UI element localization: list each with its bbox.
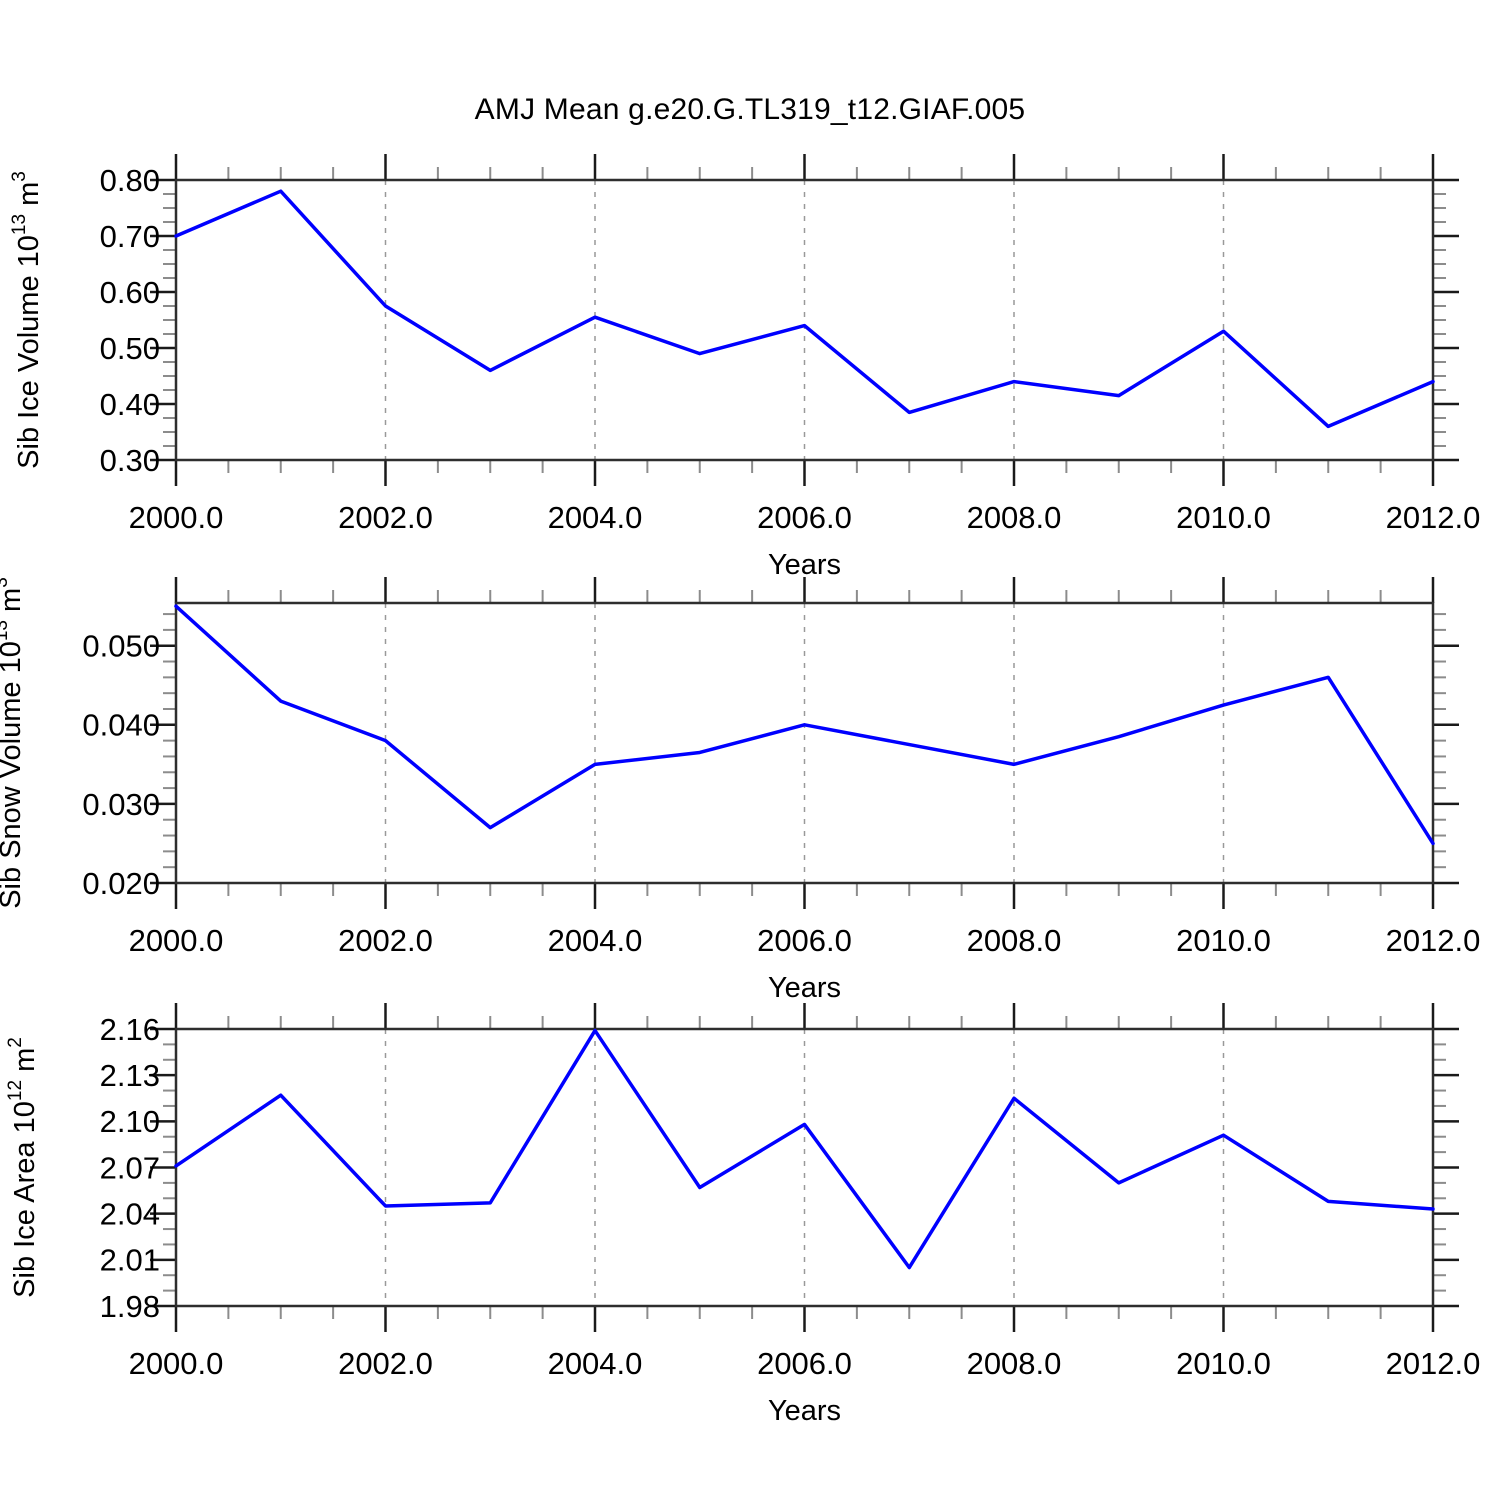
data-line bbox=[174, 189, 1435, 429]
y-tick-label: 0.050 bbox=[82, 629, 160, 664]
y-tick-label: 2.04 bbox=[100, 1197, 160, 1232]
x-tick-label: 2004.0 bbox=[548, 923, 643, 958]
y-tick-label: 0.80 bbox=[100, 163, 160, 198]
x-tick-label: 2006.0 bbox=[757, 923, 852, 958]
x-tick-label: 2010.0 bbox=[1176, 500, 1271, 535]
x-tick-label: 2002.0 bbox=[338, 500, 433, 535]
x-tick-label: 2012.0 bbox=[1386, 500, 1481, 535]
x-tick-label: 2004.0 bbox=[548, 1346, 643, 1381]
x-axis-title: Years bbox=[768, 1395, 841, 1427]
plot-frame bbox=[174, 178, 1435, 462]
plot-frame bbox=[174, 601, 1435, 885]
y-axis-title: Sib Ice Area 1012 m2 bbox=[5, 1037, 41, 1298]
y-tick-label: 2.16 bbox=[100, 1012, 160, 1047]
y-tick-label: 0.040 bbox=[82, 708, 160, 743]
x-tick-label: 2006.0 bbox=[757, 1346, 852, 1381]
y-tick-label: 0.030 bbox=[82, 787, 160, 822]
y-tick-label: 0.70 bbox=[100, 219, 160, 254]
x-tick-label: 2012.0 bbox=[1386, 1346, 1481, 1381]
x-tick-label: 2012.0 bbox=[1386, 923, 1481, 958]
y-tick-label: 2.07 bbox=[100, 1150, 160, 1185]
x-tick-label: 2004.0 bbox=[548, 500, 643, 535]
y-tick-label: 0.40 bbox=[100, 387, 160, 422]
chart-panel-3: 2000.0 2002.0 2004.0 2006.0 2008.0 2010.0 2012… bbox=[5, 1003, 1480, 1427]
x-tick-label: 2008.0 bbox=[967, 1346, 1062, 1381]
y-tick-label: 0.020 bbox=[82, 866, 160, 901]
y-tick-label: 2.01 bbox=[100, 1243, 160, 1278]
x-tick-label: 2006.0 bbox=[757, 500, 852, 535]
x-tick-label: 2010.0 bbox=[1176, 1346, 1271, 1381]
x-axis-title: Years bbox=[768, 549, 841, 581]
y-tick-label: 2.10 bbox=[100, 1104, 160, 1139]
y-axis-title: Sib Snow Volume 1013 m3 bbox=[0, 577, 27, 909]
x-tick-label: 2000.0 bbox=[129, 1346, 224, 1381]
plot-frame bbox=[174, 1027, 1435, 1308]
x-tick-label: 2002.0 bbox=[338, 1346, 433, 1381]
x-tick-label: 2010.0 bbox=[1176, 923, 1271, 958]
x-tick-label: 2008.0 bbox=[967, 500, 1062, 535]
x-tick-label: 2002.0 bbox=[338, 923, 433, 958]
x-tick-label: 2008.0 bbox=[967, 923, 1062, 958]
plot-title: AMJ Mean g.e20.G.TL319_t12.GIAF.005 bbox=[474, 93, 1026, 126]
y-axis-title: Sib Ice Volume 1013 m3 bbox=[9, 171, 45, 469]
chart-panel-2: 2000.0 2002.0 2004.0 2006.0 2008.0 2010.0 2012… bbox=[0, 577, 1480, 1004]
x-axis-title: Years bbox=[768, 972, 841, 1004]
y-tick-label: 0.50 bbox=[100, 331, 160, 366]
data-line bbox=[174, 604, 1435, 846]
y-tick-label: 1.98 bbox=[100, 1289, 160, 1324]
y-tick-label: 0.30 bbox=[100, 443, 160, 478]
x-tick-label: 2000.0 bbox=[129, 923, 224, 958]
x-tick-label: 2000.0 bbox=[129, 500, 224, 535]
chart-panel-1: 2000.0 2002.0 2004.0 2006.0 2008.0 2010.0 2012… bbox=[9, 154, 1480, 581]
data-line bbox=[174, 1028, 1435, 1270]
y-tick-label: 0.60 bbox=[100, 275, 160, 310]
y-tick-label: 2.13 bbox=[100, 1058, 160, 1093]
